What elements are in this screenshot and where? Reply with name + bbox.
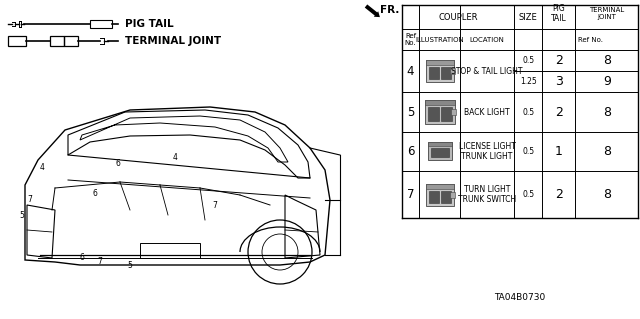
Text: Ref No.: Ref No. <box>578 37 603 43</box>
Bar <box>428 143 452 160</box>
Text: STOP & TAIL LIGHT: STOP & TAIL LIGHT <box>451 67 523 76</box>
Text: 2: 2 <box>555 54 563 67</box>
Text: 5: 5 <box>127 261 132 270</box>
Bar <box>64 36 78 46</box>
Bar <box>426 60 454 82</box>
Bar <box>8 36 26 46</box>
Text: 0.5: 0.5 <box>522 190 534 199</box>
Text: 1.25: 1.25 <box>520 77 536 86</box>
Text: LOCATION: LOCATION <box>470 37 504 43</box>
Text: 4: 4 <box>173 153 177 162</box>
Text: 0.5: 0.5 <box>522 56 534 65</box>
Text: LICENSE LIGHT
TRUNK LIGHT: LICENSE LIGHT TRUNK LIGHT <box>458 142 515 161</box>
Bar <box>424 100 454 105</box>
Text: TURN LIGHT
TRUNK SWITCH: TURN LIGHT TRUNK SWITCH <box>458 185 516 204</box>
Text: 5: 5 <box>20 211 24 219</box>
Bar <box>449 68 454 74</box>
Text: 0.5: 0.5 <box>522 108 534 116</box>
Text: 4: 4 <box>40 164 44 173</box>
Text: 7: 7 <box>97 257 102 266</box>
Bar <box>90 20 112 28</box>
Text: 7: 7 <box>407 188 414 201</box>
Text: 4: 4 <box>407 64 414 78</box>
Bar <box>50 36 64 46</box>
Text: TERMINAL JOINT: TERMINAL JOINT <box>125 36 221 46</box>
Text: 6: 6 <box>116 159 120 167</box>
Bar <box>429 190 438 203</box>
Bar <box>451 109 456 115</box>
Bar <box>426 183 454 189</box>
Text: 0.5: 0.5 <box>522 147 534 156</box>
Bar <box>431 148 449 158</box>
Text: Ref
No.: Ref No. <box>405 33 417 46</box>
Bar <box>140 243 200 258</box>
Text: 7: 7 <box>212 201 218 210</box>
Text: FR.: FR. <box>380 5 399 15</box>
Bar <box>440 107 452 121</box>
Bar <box>426 183 454 205</box>
Bar <box>428 107 438 121</box>
Bar <box>449 192 454 197</box>
Text: 3: 3 <box>555 75 563 88</box>
Bar <box>428 143 452 146</box>
Text: TERMINAL
JOINT: TERMINAL JOINT <box>589 7 625 20</box>
Text: TA04B0730: TA04B0730 <box>494 293 546 301</box>
Text: 7: 7 <box>28 196 33 204</box>
Bar <box>424 100 454 124</box>
Text: SIZE: SIZE <box>519 13 538 22</box>
Text: ILLUSTRATION: ILLUSTRATION <box>415 37 464 43</box>
Text: 6: 6 <box>79 254 84 263</box>
Text: 6: 6 <box>407 145 414 158</box>
Text: 8: 8 <box>603 106 611 119</box>
Text: PIG
TAIL: PIG TAIL <box>551 4 567 23</box>
Text: 5: 5 <box>407 106 414 119</box>
Bar <box>440 67 451 79</box>
Text: 1: 1 <box>555 145 563 158</box>
Text: 2: 2 <box>555 188 563 201</box>
FancyArrow shape <box>365 4 380 17</box>
Text: 8: 8 <box>603 145 611 158</box>
Bar <box>426 60 454 65</box>
Text: 9: 9 <box>603 75 611 88</box>
Text: 6: 6 <box>93 189 97 198</box>
Text: 2: 2 <box>555 106 563 119</box>
Text: BACK LIGHT: BACK LIGHT <box>464 108 510 116</box>
Text: 8: 8 <box>603 54 611 67</box>
Bar <box>429 67 438 79</box>
Bar <box>440 190 451 203</box>
Text: COUPLER: COUPLER <box>438 13 478 22</box>
Text: 8: 8 <box>603 188 611 201</box>
Text: PIG TAIL: PIG TAIL <box>125 19 173 29</box>
